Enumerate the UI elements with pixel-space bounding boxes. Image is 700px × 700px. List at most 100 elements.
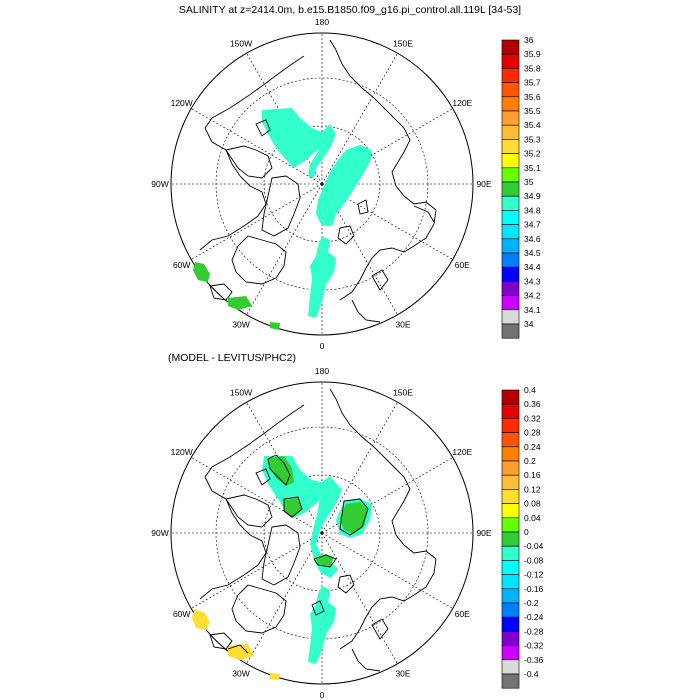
graticule-meridian [321, 53, 398, 185]
colorbar-swatch [501, 238, 520, 254]
top-coast-island [225, 145, 273, 179]
colorbar-label: 35.9 [524, 49, 541, 59]
colorbar-swatch [501, 309, 520, 325]
top-title: SALINITY at z=2414.0m, b.e15.B1850.f09_g… [179, 4, 521, 16]
colorbar-swatch [501, 39, 520, 55]
top-shade-region [270, 322, 280, 330]
graticule-meridian [321, 532, 398, 664]
colorbar-swatch [501, 323, 520, 339]
bottom-shading [192, 456, 372, 680]
colorbar-swatch [501, 560, 520, 575]
colorbar-label: 0.36 [524, 399, 541, 409]
colorbar-label: 0 [524, 527, 529, 537]
colorbar-label: 34.2 [524, 291, 541, 301]
colorbar-label: -0.2 [524, 598, 539, 608]
lon-label: 90E [476, 528, 491, 538]
colorbar-label: 34.8 [524, 205, 541, 215]
top-coast-island [255, 119, 271, 137]
colorbar-label: 34.7 [524, 220, 541, 230]
colorbar-label: 36 [524, 35, 534, 45]
colorbar-label: 35.3 [524, 134, 541, 144]
bottom-lon-labels: 180 150E 120E 90E 60E 30E 0 30W 60W 90W 120W 150W [151, 366, 492, 700]
lon-label: 120W [171, 447, 193, 457]
colorbar-swatch [501, 403, 520, 419]
bottom-shade-region [340, 502, 368, 534]
bottom-shade-region [308, 586, 336, 664]
colorbar-swatch [501, 139, 520, 154]
colorbar-swatch [501, 295, 520, 311]
top-shade-region [316, 145, 372, 226]
colorbar-swatch [501, 474, 520, 490]
bottom-map: 180 150E 120E 90E 60E 30E 0 30W 60W 90W 120W 150W [151, 366, 492, 700]
bottom-shade-region [270, 673, 280, 680]
lon-label: 180 [315, 366, 329, 376]
colorbar-swatch [501, 503, 520, 519]
lon-label: 60E [455, 609, 470, 619]
lon-label: 150E [393, 388, 413, 398]
lon-label: 30W [232, 668, 249, 678]
colorbar-swatch [501, 195, 520, 211]
lon-label: 60W [173, 609, 190, 619]
graticule-latitude-circle [215, 426, 429, 640]
colorbar-label: 34.5 [524, 248, 541, 258]
colorbar-label: -0.32 [524, 641, 544, 651]
colorbar-swatch [501, 545, 520, 561]
lon-label: 60E [455, 260, 470, 270]
graticule-meridian [246, 53, 323, 185]
colorbar-label: -0.08 [524, 555, 544, 565]
lon-label: 90W [151, 528, 168, 538]
colorbar-label: 0.2 [524, 456, 536, 466]
bottom-zero-contour [339, 498, 369, 536]
bottom-panel: (MODEL - LEVITUS/PHC2) [151, 352, 543, 700]
top-shade-region [193, 262, 210, 282]
graticule-meridian [321, 402, 398, 534]
colorbar-swatch [501, 210, 520, 225]
graticule-latitude-circle [263, 125, 381, 243]
top-coast-greenland-north [261, 175, 301, 237]
colorbar-label: 34.9 [524, 191, 541, 201]
colorbar-swatch [501, 673, 520, 689]
lon-label: 150W [230, 388, 252, 398]
colorbar-label: 35.2 [524, 149, 541, 159]
colorbar-swatch [501, 53, 520, 69]
bottom-title: (MODEL - LEVITUS/PHC2) [168, 352, 296, 364]
top-shade-region [262, 108, 322, 168]
colorbar-swatch [501, 167, 520, 183]
colorbar-swatch [501, 446, 520, 462]
colorbar-label: 0.24 [524, 442, 541, 452]
bottom-colorbar: 0.4 0.36 0.32 0.28 0.24 0.2 0.16 0.12 0.08 0.04 0 -… [501, 385, 544, 689]
bottom-shade-region [192, 610, 210, 630]
top-colorbar: 36 35.9 35.8 35.7 35.6 35.5 35.4 35.3 35.2 35.1 35… [501, 35, 541, 339]
graticule-meridian [321, 532, 453, 609]
top-shade-region [308, 236, 336, 318]
colorbar-swatch [501, 96, 520, 112]
lon-label: 90E [476, 179, 491, 189]
bottom-coast-novaya [371, 618, 389, 640]
bottom-shade-region [310, 476, 342, 578]
colorbar-label: -0.12 [524, 570, 544, 580]
lon-label: 0 [320, 341, 325, 351]
colorbar-label: 0.32 [524, 413, 541, 423]
colorbar-swatch [501, 68, 520, 83]
top-coast-island-small [357, 199, 369, 215]
bottom-coast-svalbard [337, 574, 355, 594]
colorbar-swatch [501, 517, 520, 533]
lon-label: 30E [395, 668, 410, 678]
graticule-latitude-circle [263, 474, 381, 592]
colorbar-label: 0.28 [524, 428, 541, 438]
colorbar-swatch [501, 110, 520, 126]
top-coast-scandinavia [351, 299, 381, 323]
colorbar-label: -0.24 [524, 612, 544, 622]
top-shading [193, 108, 372, 330]
top-shade-region [228, 296, 252, 310]
lon-label: 150W [230, 39, 252, 49]
bottom-shade-region [268, 456, 294, 486]
lon-label: 90W [151, 179, 168, 189]
top-coast-novaya [371, 269, 389, 291]
lon-label: 180 [315, 17, 329, 27]
lon-label: 30W [232, 319, 249, 329]
colorbar-swatch [501, 252, 520, 268]
colorbar-swatch [501, 82, 520, 98]
top-coastlines [199, 39, 437, 323]
